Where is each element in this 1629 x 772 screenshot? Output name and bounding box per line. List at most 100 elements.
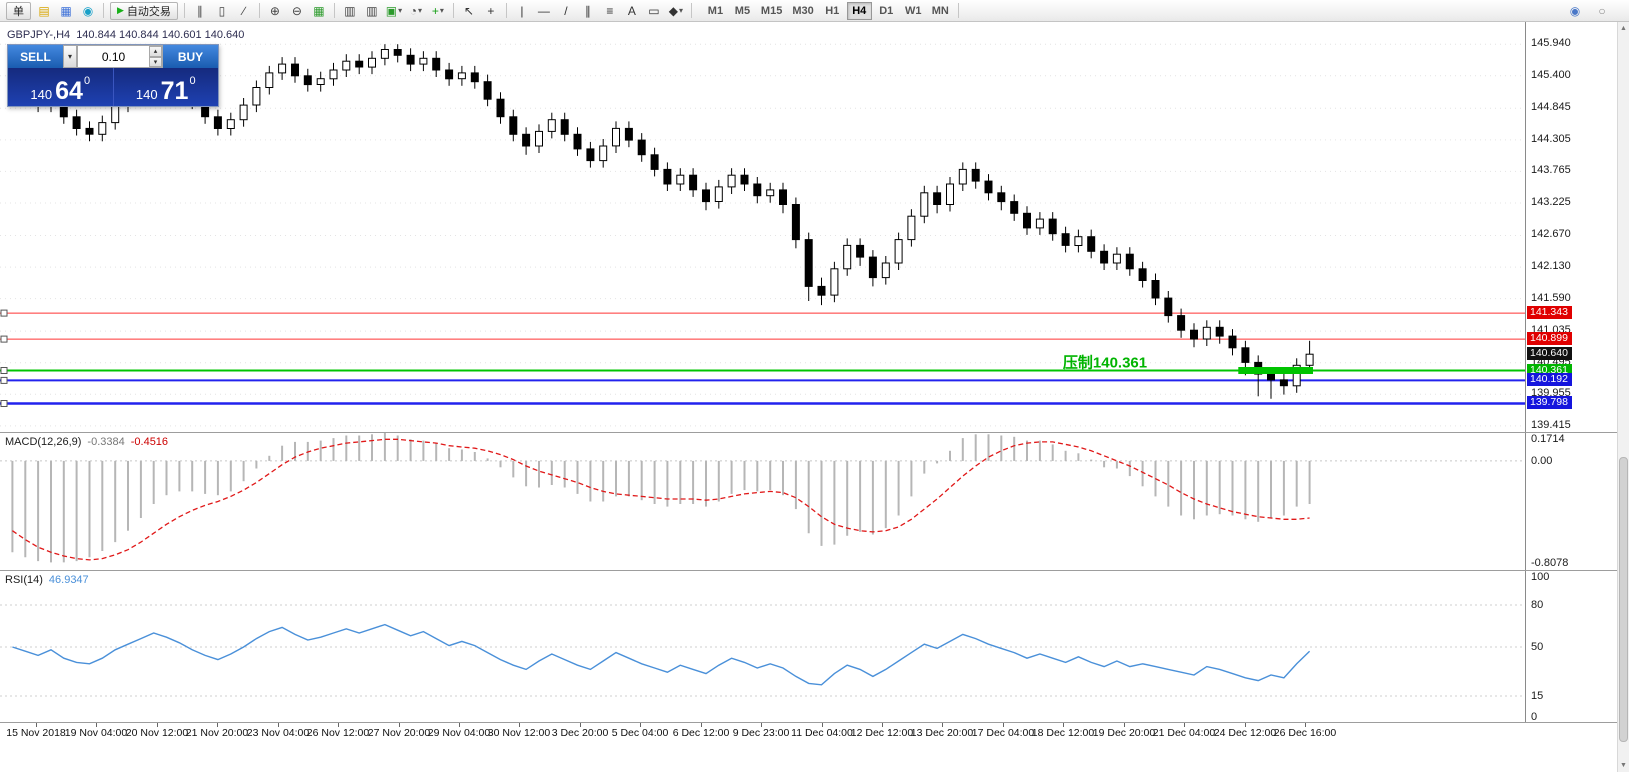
- tile-windows-icon[interactable]: ▦: [313, 3, 325, 18]
- tf-button-h4[interactable]: H4: [846, 1, 872, 20]
- time-axis-label: 3 Dec 20:00: [551, 727, 609, 739]
- time-tick: [1003, 723, 1004, 727]
- autotrading-button[interactable]: ▶ 自动交易: [110, 1, 178, 20]
- crosshair-icon[interactable]: +: [487, 3, 495, 18]
- toolbar-separator: [957, 3, 959, 18]
- toolbar-separator: [505, 3, 507, 18]
- tf-button-h1[interactable]: H1: [825, 4, 840, 17]
- rsi-axis-label: 50: [1531, 641, 1544, 653]
- time-axis-label: 5 Dec 04:00: [611, 727, 669, 739]
- price-axis-label: 144.845: [1531, 101, 1571, 113]
- new-chart-icon[interactable]: ▣ ▾: [385, 3, 403, 18]
- sell-button[interactable]: SELL: [8, 45, 63, 68]
- macd-signal-value: -0.4516: [130, 436, 169, 448]
- rsi-canvas[interactable]: [0, 571, 1525, 722]
- lot-dropdown-button[interactable]: ▾: [63, 45, 77, 68]
- rsi-axis-label: 100: [1531, 571, 1550, 583]
- cascade-windows-icon[interactable]: ▥: [366, 3, 378, 18]
- vertical-scrollbar: ▲ ▼: [1617, 22, 1629, 772]
- lot-input[interactable]: [78, 46, 149, 67]
- tf-button-w1[interactable]: W1: [904, 4, 922, 17]
- info-icon[interactable]: ◉: [82, 3, 94, 18]
- new-order-button[interactable]: 单: [6, 1, 31, 20]
- time-tick: [96, 723, 97, 727]
- scrollbar-up-icon[interactable]: ▲: [1620, 25, 1627, 32]
- arrange-windows-icon[interactable]: ▥: [344, 3, 356, 18]
- tf-button-m5[interactable]: M5: [734, 4, 751, 17]
- trendline-tool-icon[interactable]: /: [564, 3, 568, 18]
- price-axis-label: 142.670: [1531, 228, 1571, 240]
- charts-window-icon[interactable]: ▦: [60, 3, 72, 18]
- community-icon[interactable]: ◉: [1569, 4, 1581, 18]
- tf-button-m15[interactable]: M15: [760, 4, 783, 17]
- rsi-pane: RSI(14) 46.9347 100 80 50 15 0: [0, 571, 1617, 722]
- price-axis[interactable]: 145.940 145.400 144.845 144.305 143.765 143.2…: [1525, 22, 1617, 432]
- arrows-tool-icon-caret: ▾: [679, 6, 684, 15]
- scrollbar-thumb[interactable]: [1619, 457, 1628, 742]
- tf-button-m30[interactable]: M30: [792, 4, 814, 17]
- hline-tool-icon[interactable]: —: [537, 3, 550, 18]
- clock-icon-caret: ▾: [418, 6, 423, 15]
- lot-increase-button[interactable]: ▴: [149, 46, 162, 57]
- macd-canvas[interactable]: [0, 433, 1525, 570]
- buy-button[interactable]: BUY: [163, 45, 218, 68]
- new-chart-icon-caret: ▾: [398, 6, 403, 15]
- vline-tool-icon[interactable]: |: [520, 3, 524, 18]
- pane-separator[interactable]: [0, 570, 1617, 571]
- time-tick: [1305, 723, 1306, 727]
- buy-price-point: 0: [189, 75, 196, 87]
- profiles-icon[interactable]: ▤: [38, 3, 50, 18]
- chart-ohlc-header: GBPJPY-,H4 140.844 140.844 140.601 140.64…: [7, 29, 250, 41]
- price-axis-label: 143.225: [1531, 196, 1571, 208]
- zoom-out-icon[interactable]: ⊖: [291, 3, 302, 18]
- time-tick: [822, 723, 823, 727]
- time-axis-label: 24 Dec 12:00: [1213, 727, 1277, 739]
- support-highlight-segment[interactable]: [1238, 367, 1313, 374]
- time-tick: [882, 723, 883, 727]
- time-axis[interactable]: 15 Nov 2018 19 Nov 04:00 20 Nov 12:00 21 No…: [0, 723, 1617, 740]
- arrows-tool-icon[interactable]: ◆ ▾: [668, 3, 684, 18]
- pane-separator[interactable]: [0, 432, 1617, 433]
- candlestick-icon[interactable]: ▯: [218, 3, 226, 18]
- search-icon[interactable]: ○: [1598, 4, 1606, 18]
- price-tag: 140.899: [1527, 332, 1572, 345]
- indicators-icon[interactable]: + ▾: [431, 3, 444, 18]
- tf-button-d1[interactable]: D1: [879, 4, 894, 17]
- rsi-axis[interactable]: 100 80 50 15 0: [1525, 571, 1617, 722]
- ohlc-bars-icon[interactable]: ∥: [196, 3, 203, 18]
- sell-price-display[interactable]: 140 64 0: [8, 68, 114, 106]
- tf-button-mn[interactable]: MN: [931, 4, 949, 17]
- time-tick: [519, 723, 520, 727]
- macd-signal-line: [12, 438, 1310, 561]
- time-tick: [580, 723, 581, 727]
- time-tick: [399, 723, 400, 727]
- fibonacci-tool-icon[interactable]: ≡: [606, 3, 614, 18]
- time-axis-label: 29 Nov 04:00: [427, 727, 491, 739]
- time-tick: [459, 723, 460, 727]
- macd-name: MACD(12,26,9): [5, 436, 82, 448]
- text-tool-icon[interactable]: A: [627, 3, 636, 18]
- cursor-icon[interactable]: ↖: [463, 3, 474, 18]
- buy-price-pips: 71: [160, 76, 189, 105]
- tf-button-m1[interactable]: M1: [707, 4, 724, 17]
- shapes-tool-icon[interactable]: ▭: [648, 3, 660, 18]
- zoom-in-icon[interactable]: ⊕: [269, 3, 280, 18]
- time-tick: [36, 723, 37, 727]
- macd-axis[interactable]: 0.1714 0.00 -0.8078: [1525, 433, 1617, 570]
- buy-price-display[interactable]: 140 71 0: [114, 68, 219, 106]
- time-tick: [1184, 723, 1185, 727]
- rsi-name: RSI(14): [5, 574, 43, 586]
- clock-icon[interactable]: ◔ ▾: [409, 3, 423, 18]
- time-axis-label: 26 Dec 16:00: [1273, 727, 1337, 739]
- scrollbar-down-icon[interactable]: ▼: [1620, 762, 1627, 769]
- time-tick: [157, 723, 158, 727]
- main-chart-pane: 压制140.361 GBPJPY-,H4 140.844 140.844 140.…: [0, 22, 1617, 432]
- price-axis-label: 143.765: [1531, 164, 1571, 176]
- channel-tool-icon[interactable]: ∥: [584, 3, 591, 18]
- price-tag: 141.343: [1527, 306, 1572, 319]
- main-chart-canvas[interactable]: 压制140.361: [0, 22, 1525, 432]
- time-tick: [1245, 723, 1246, 727]
- line-chart-icon[interactable]: ∕: [242, 3, 245, 18]
- lot-decrease-button[interactable]: ▾: [149, 56, 162, 67]
- time-axis-label: 9 Dec 23:00: [732, 727, 790, 739]
